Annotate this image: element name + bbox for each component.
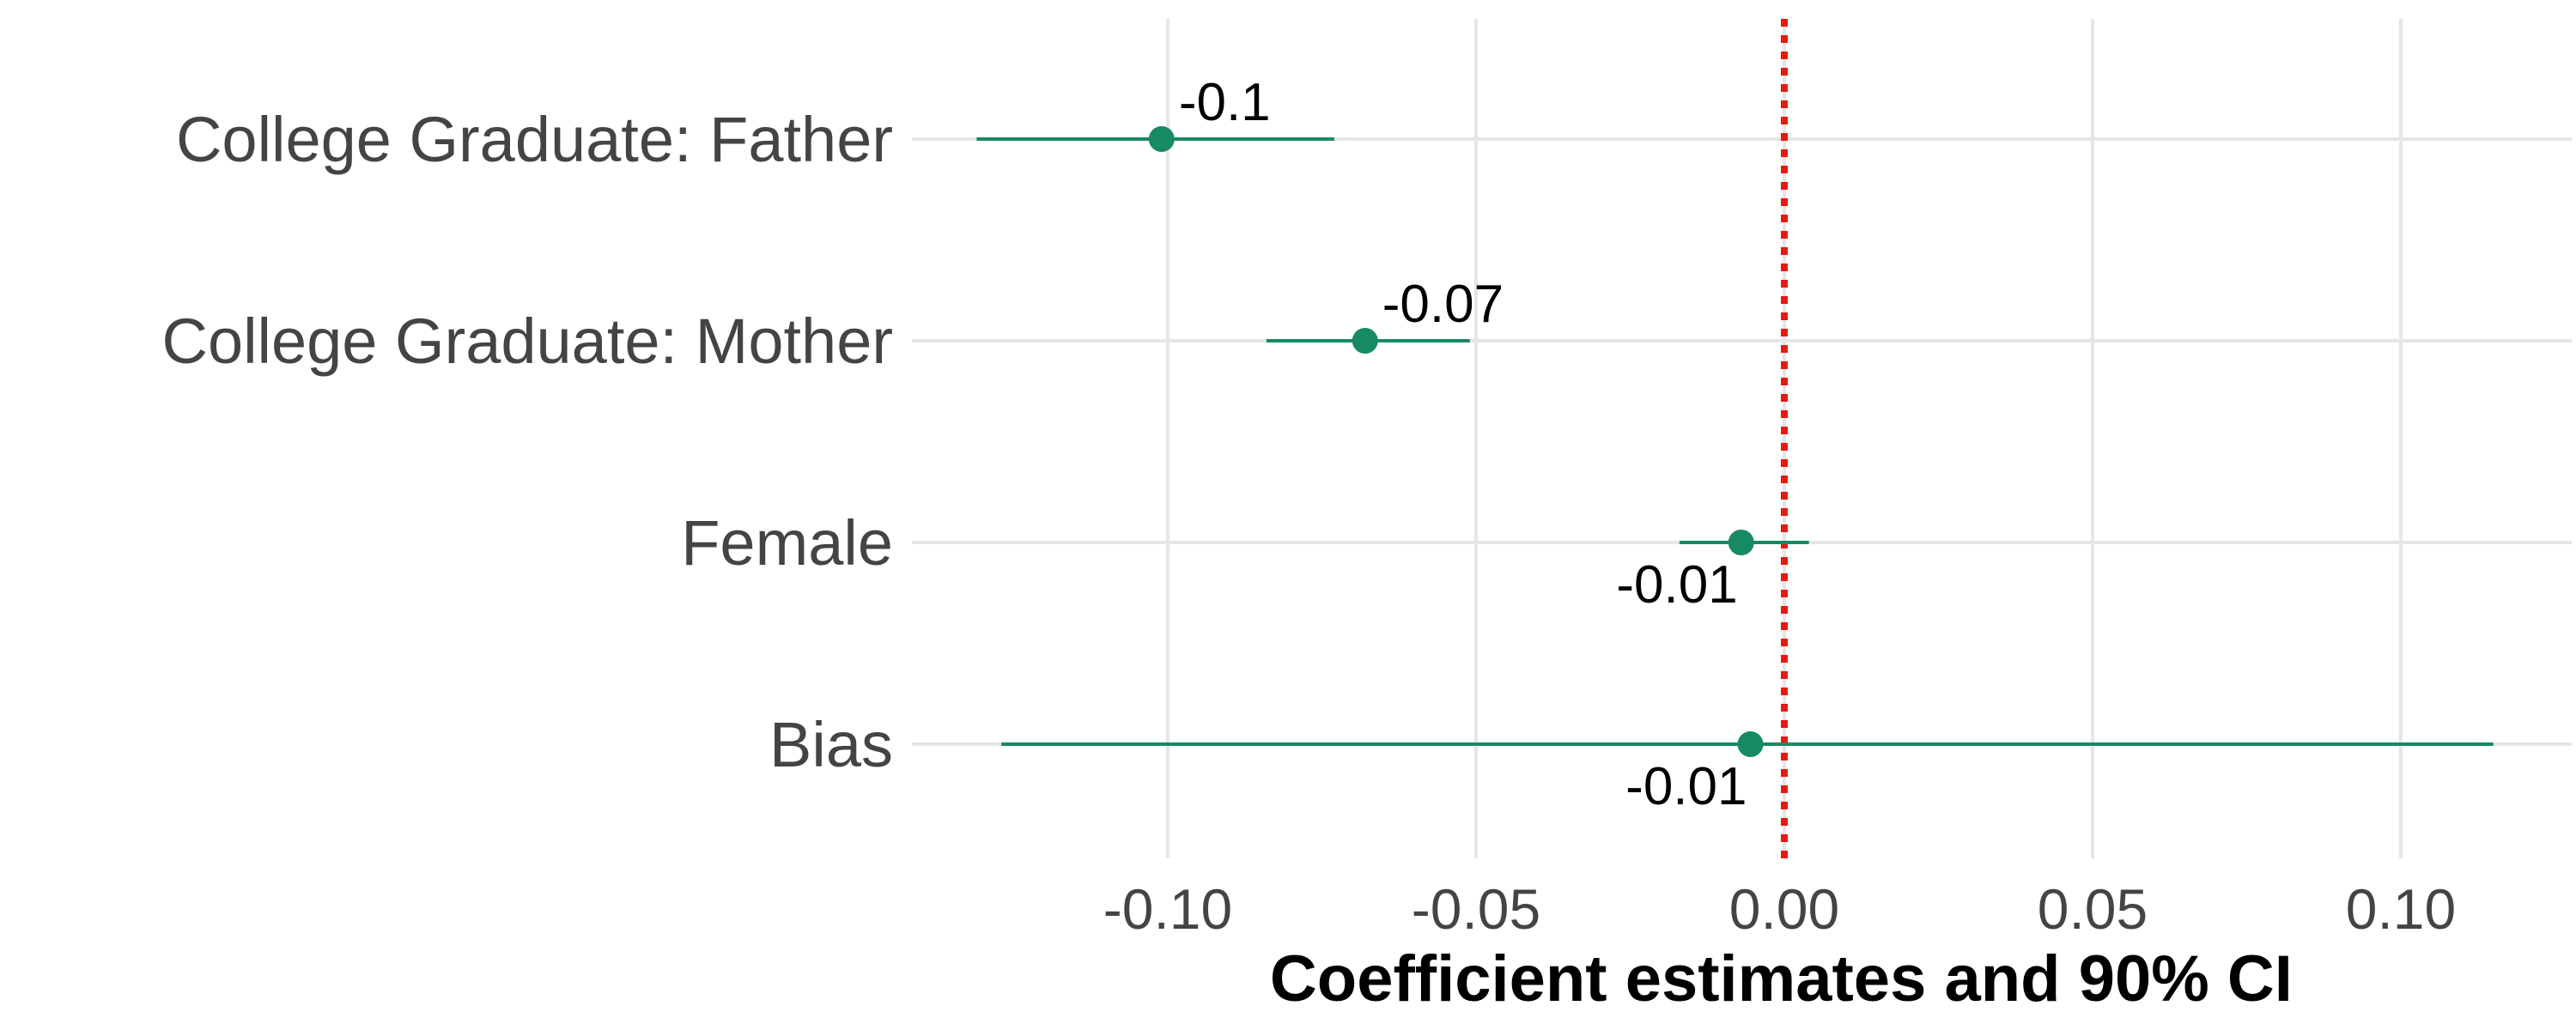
horizontal-gridlines [912, 137, 2572, 746]
y-axis-labels: College Graduate: Father College Graduate… [162, 104, 893, 780]
estimate-point [1352, 328, 1378, 354]
y-axis-label: Female [681, 507, 893, 579]
y-axis-label: College Graduate: Father [176, 104, 893, 175]
estimate-point [1148, 126, 1175, 152]
x-axis-tick-labels: -0.10 -0.05 0.00 0.05 0.10 [1103, 877, 2456, 941]
x-tick-label: 0.05 [2038, 877, 2148, 941]
x-tick-label: 0.00 [1729, 877, 1839, 941]
estimate-value-label: -0.01 [1616, 555, 1737, 615]
estimate-point [1737, 731, 1764, 757]
estimate-value-label: -0.07 [1382, 275, 1504, 334]
y-axis-label: Bias [769, 709, 893, 780]
estimate-value-label: -0.01 [1625, 757, 1747, 816]
x-axis-title: Coefficient estimates and 90% CI [1270, 942, 2293, 1015]
coefficient-marks: -0.1 -0.07 -0.01 -0.01 [976, 73, 2494, 816]
estimate-point [1728, 530, 1754, 555]
x-tick-label: 0.10 [2346, 877, 2456, 941]
y-axis-label: College Graduate: Mother [162, 306, 893, 377]
estimate-value-label: -0.1 [1179, 73, 1271, 132]
x-tick-label: -0.10 [1103, 877, 1232, 941]
vertical-gridlines [1166, 19, 2403, 858]
x-tick-label: -0.05 [1412, 877, 1540, 941]
